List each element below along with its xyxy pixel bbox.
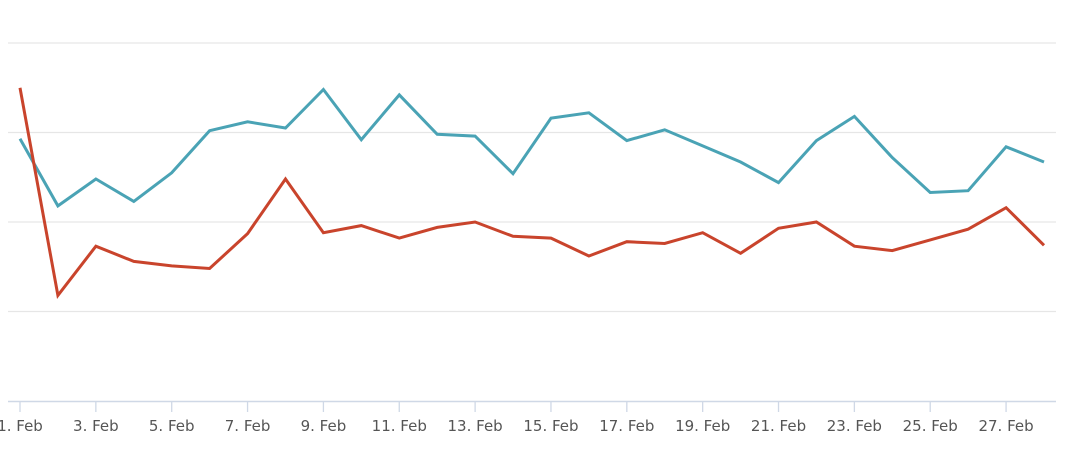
x-tick-label: 19. Feb — [675, 417, 730, 435]
series-line-2 — [18, 87, 1046, 299]
x-tick-labels: 1. Feb 3. Feb 5. Feb 7. Feb 9. Feb 11. Feb 13.… — [0, 417, 1034, 435]
x-tick-label: 13. Feb — [448, 417, 503, 435]
x-tick-label: 15. Feb — [523, 417, 578, 435]
x-tick-label: 23. Feb — [827, 417, 882, 435]
x-tick-label: 25. Feb — [903, 417, 958, 435]
x-tick-label: 3. Feb — [73, 417, 119, 435]
series-line-1 — [18, 87, 1045, 209]
x-tick-label: 17. Feb — [599, 417, 654, 435]
x-axis — [8, 400, 1056, 412]
x-tick-label: 7. Feb — [225, 417, 271, 435]
x-tick-label: 9. Feb — [301, 417, 347, 435]
series-lines — [18, 87, 1046, 299]
x-tick-label: 27. Feb — [978, 417, 1033, 435]
x-tick-label: 21. Feb — [751, 417, 806, 435]
x-tick-label: 5. Feb — [149, 417, 195, 435]
x-tick-label: 11. Feb — [372, 417, 427, 435]
y-gridlines — [8, 42, 1056, 313]
x-tick-label: 1. Feb — [0, 417, 43, 435]
